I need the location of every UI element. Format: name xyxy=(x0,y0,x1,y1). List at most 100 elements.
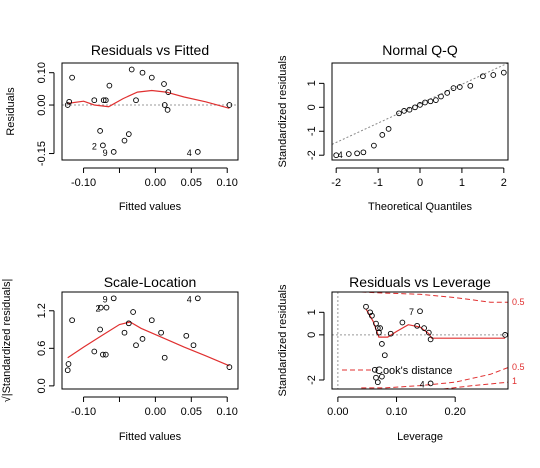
cooks-distance-contour xyxy=(443,381,508,389)
data-point xyxy=(148,317,155,324)
data-point xyxy=(165,89,172,95)
data-point xyxy=(444,90,451,96)
y-tick-label: 1.2 xyxy=(36,303,48,318)
data-point xyxy=(69,317,75,324)
data-point xyxy=(158,329,164,336)
data-point xyxy=(164,107,171,113)
data-point xyxy=(480,73,486,80)
x-axis-label: Fitted values xyxy=(119,431,182,443)
y-axis-label: √|Standardized residuals| xyxy=(1,279,13,403)
data-point xyxy=(100,97,107,104)
chart-title: Residuals vs Leverage xyxy=(349,274,491,290)
chart-title: Scale-Location xyxy=(104,274,197,290)
data-point xyxy=(406,106,413,113)
x-tick-label: 0.10 xyxy=(386,406,407,418)
data-point xyxy=(438,93,444,100)
x-axis-label: Theoretical Quantiles xyxy=(368,201,472,213)
point-label: 9 xyxy=(103,294,108,304)
data-point xyxy=(422,99,428,106)
smooth-line xyxy=(67,321,230,367)
data-point xyxy=(396,110,402,117)
data-point xyxy=(490,72,497,78)
y-axis-label: Standardized residuals xyxy=(277,55,289,167)
data-point xyxy=(433,97,439,103)
x-tick-label: 0.05 xyxy=(181,177,202,189)
data-point xyxy=(91,348,98,355)
y-tick-label: 0.10 xyxy=(36,62,48,83)
x-tick-label: 0.10 xyxy=(217,406,238,418)
data-point xyxy=(130,309,136,315)
data-point xyxy=(427,98,434,105)
data-point xyxy=(379,132,386,138)
x-tick-label: -2 xyxy=(331,177,341,189)
y-tick-label: -0.15 xyxy=(36,141,48,166)
x-tick-label: 0.10 xyxy=(217,177,238,189)
data-point xyxy=(226,364,233,370)
x-tick-label: 0.00 xyxy=(145,177,166,189)
x-axis-label: Leverage xyxy=(397,431,443,443)
data-point xyxy=(106,82,113,89)
plot-frame xyxy=(61,291,239,390)
data-point xyxy=(190,342,197,349)
data-point xyxy=(91,97,98,104)
data-point xyxy=(377,325,383,331)
x-axis-label: Fitted values xyxy=(119,201,182,213)
y-tick-label: -2 xyxy=(306,150,318,160)
data-point xyxy=(500,69,507,76)
data-point xyxy=(102,97,109,104)
data-point xyxy=(139,69,146,76)
data-point xyxy=(125,320,132,327)
point-label: 4 xyxy=(187,148,192,158)
data-point xyxy=(414,322,420,329)
point-label: 2 xyxy=(92,141,97,151)
x-tick-label: -1 xyxy=(373,177,383,189)
data-point xyxy=(421,325,427,331)
y-tick-label: 0.0 xyxy=(36,378,48,393)
data-point xyxy=(467,82,474,89)
x-tick-label: -0.10 xyxy=(71,177,96,189)
data-point xyxy=(125,131,132,137)
data-point xyxy=(97,304,104,311)
data-point xyxy=(345,151,352,157)
y-tick-label: 0.6 xyxy=(36,341,48,356)
cooks-distance-contour xyxy=(361,292,508,303)
data-point xyxy=(102,351,109,358)
data-point xyxy=(371,366,378,373)
x-tick-label: 0.00 xyxy=(327,406,348,418)
chart-title: Normal Q-Q xyxy=(382,42,458,58)
data-point xyxy=(399,319,406,326)
data-point xyxy=(110,295,117,302)
contour-label: 0.5 xyxy=(512,297,525,307)
data-point xyxy=(148,74,155,81)
y-tick-label: -2 xyxy=(306,375,318,385)
data-point xyxy=(374,379,381,386)
data-point xyxy=(369,312,375,319)
data-point xyxy=(385,126,392,132)
data-point xyxy=(381,352,388,359)
data-point xyxy=(110,149,117,155)
data-point xyxy=(363,303,369,310)
data-point xyxy=(128,66,135,73)
contour-label: 1 xyxy=(512,376,517,386)
data-point xyxy=(69,74,75,81)
data-point xyxy=(226,102,233,108)
smooth-line xyxy=(67,89,230,109)
point-label: 4 xyxy=(187,294,192,304)
data-point xyxy=(64,367,71,374)
cooks-distance-contour xyxy=(361,367,508,389)
data-point xyxy=(417,102,423,108)
x-tick-label: 0.00 xyxy=(145,406,166,418)
data-point xyxy=(456,84,463,90)
data-point xyxy=(379,341,385,347)
data-point xyxy=(161,81,167,87)
y-tick-label: 1 xyxy=(306,80,318,86)
data-point xyxy=(360,149,367,156)
cooks-distance-label: Cook's distance xyxy=(375,365,452,377)
data-point xyxy=(417,308,423,315)
data-point xyxy=(450,85,457,91)
data-point xyxy=(371,142,377,149)
x-tick-label: -0.10 xyxy=(71,406,96,418)
data-point xyxy=(333,152,340,159)
